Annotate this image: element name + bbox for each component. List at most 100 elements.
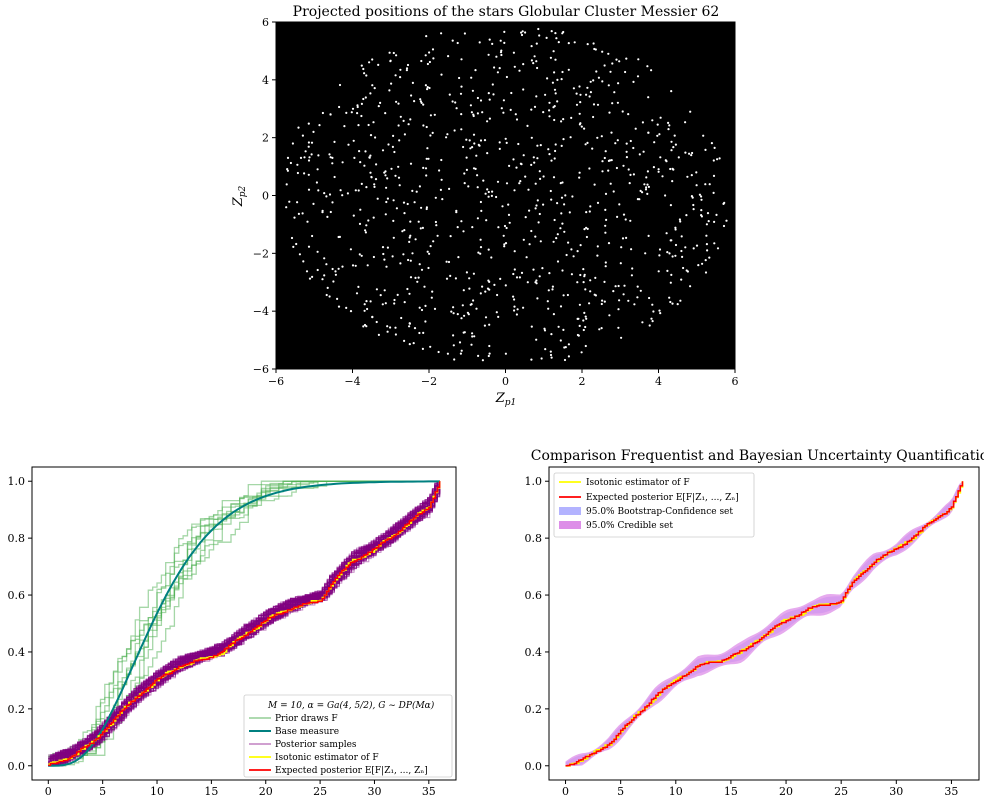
star-point [454,101,457,104]
star-point [336,297,339,300]
star-point [388,89,391,92]
star-point [647,96,650,99]
star-point [465,271,468,274]
star-point [535,338,538,341]
star-point [532,268,535,271]
star-point [713,242,716,245]
star-point [536,66,539,70]
star-point [486,152,489,155]
star-point [530,325,533,328]
star-point [390,82,393,85]
star-point [420,101,423,104]
posterior-sample-line [48,480,440,767]
star-point [326,215,329,218]
star-point [681,255,684,258]
star-point [612,190,615,193]
star-point [588,95,591,98]
star-point [542,111,545,114]
star-point [628,182,631,185]
star-point [399,115,402,118]
star-point [339,189,342,192]
star-point [397,176,401,179]
star-point [563,230,566,233]
star-point [538,212,541,216]
left-axes: 0 5 10 15 20 25 30 35 0.0 0.2 0.4 0.6 0.8 1.0 [8,475,436,798]
left-legend: M = 10, α = Ga(4, 5/2), G ∼ DP(Mα) Prior… [243,694,453,778]
star-point [651,119,654,122]
left-legend-posterior-label: Posterior samples [275,740,357,750]
star-point [292,245,295,248]
star-point [474,69,477,72]
star-point [622,164,625,167]
star-point [472,167,476,170]
star-point [579,101,582,104]
star-point [636,198,640,201]
star-point [466,311,469,314]
star-point [579,244,582,247]
star-point [399,262,402,265]
star-point [556,78,559,81]
star-point [666,269,669,272]
star-point [522,63,525,66]
star-point [321,278,324,281]
star-point [618,203,621,206]
star-point [508,221,511,224]
star-point [669,204,673,207]
star-point [431,290,434,293]
star-point [436,234,439,237]
star-point [533,105,537,108]
star-point [674,143,678,146]
star-point [434,220,437,224]
left-xtick-label: 30 [367,785,381,798]
star-point [669,300,672,304]
star-point [406,63,410,67]
star-point [589,290,592,293]
star-point [334,270,337,273]
star-point [692,203,695,207]
star-point [301,134,304,137]
star-point [421,226,424,229]
star-point [627,113,630,116]
star-point [413,327,417,330]
star-point [338,105,341,109]
star-point [672,146,675,149]
star-point [306,220,309,223]
star-point [609,182,612,185]
star-point [422,124,425,127]
star-point [551,288,554,291]
star-point [487,195,490,198]
star-point [409,220,412,223]
star-point [397,124,400,127]
left-legend-isotonic-label: Isotonic estimator of F [275,753,379,763]
star-point [488,344,491,348]
star-point [455,107,458,110]
star-point [408,343,411,346]
star-point [513,65,516,68]
left-ytick-label: 0.2 [8,703,26,716]
star-point [712,191,715,194]
star-point [507,213,511,216]
star-point [479,246,483,249]
star-point [535,204,538,207]
star-point [370,176,373,179]
star-point [451,39,454,42]
star-point [405,69,408,72]
right-ytick-label: 0.6 [525,589,543,602]
star-point [484,316,488,319]
star-point [438,169,441,172]
star-point [460,113,463,116]
star-point [684,246,687,249]
star-point [527,188,530,191]
star-point [657,168,660,171]
star-point [468,139,471,142]
star-point [420,206,423,209]
right-legend-credible-label: 95.0% Credible set [586,521,673,531]
star-point [519,162,523,165]
star-point [331,201,334,204]
star-point [677,156,680,159]
left-xtick-label: 25 [313,785,327,798]
star-point [578,85,581,88]
star-point [347,143,350,146]
star-point [526,124,529,127]
star-point [705,243,709,246]
